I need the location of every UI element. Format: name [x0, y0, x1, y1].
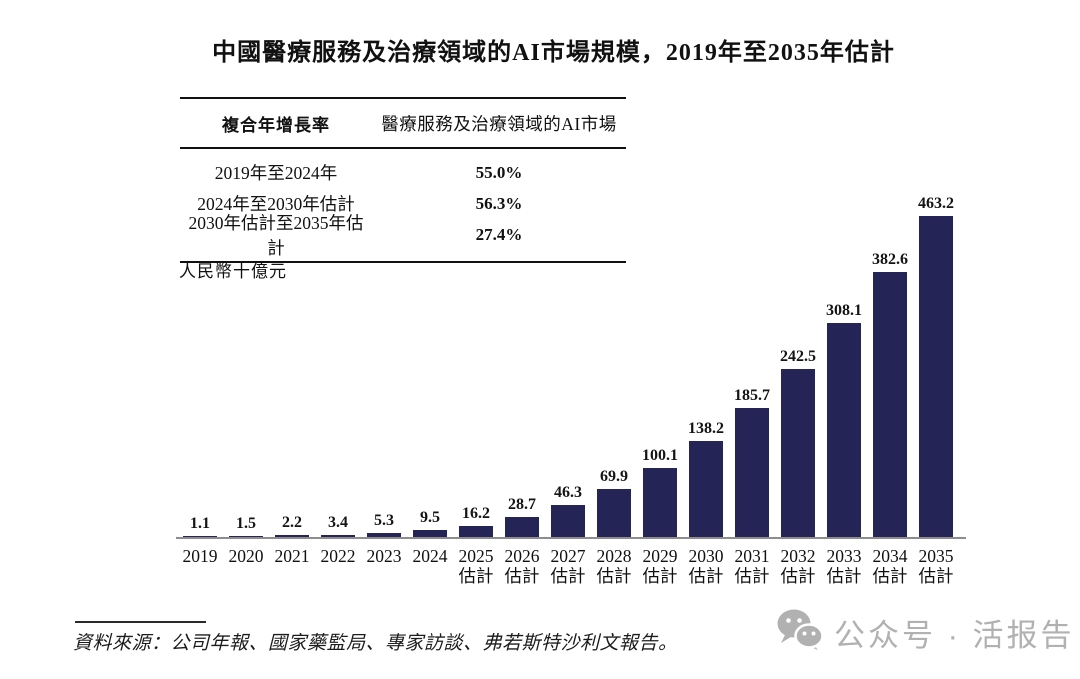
bar-group: 46.3 [545, 484, 591, 537]
x-tick-label: 2028 估計 [596, 546, 632, 586]
bar-group: 382.6 [867, 251, 913, 537]
bar-group: 9.5 [407, 509, 453, 537]
cagr-period: 2030年估計至2035年估計 [188, 212, 364, 258]
bar-group: 1.1 [177, 515, 223, 537]
x-tick-label: 2024 [412, 546, 448, 566]
table-row: 2024年至2030年估計 56.3% [180, 188, 626, 219]
x-tick-label: 2023 [366, 546, 402, 566]
bar [321, 535, 355, 537]
bar-value-label: 185.7 [734, 387, 770, 404]
cagr-table-body: 2019年至2024年 55.0% 2024年至2030年估計 56.3% 20… [180, 149, 626, 261]
x-tick-label: 2019 [182, 546, 218, 566]
table-row: 2030年估計至2035年估計 27.4% [180, 213, 626, 258]
bar-group: 3.4 [315, 514, 361, 537]
bar-value-label: 69.9 [600, 468, 628, 485]
cagr-value: 55.0% [475, 162, 523, 182]
bar-group: 2.2 [269, 514, 315, 537]
wechat-watermark: 公众号 · 活报告 [776, 608, 1075, 657]
bar-value-label: 242.5 [780, 348, 816, 365]
cagr-value: 27.4% [475, 224, 523, 244]
cagr-header-market: 醫療服務及治療領域的AI市場 [381, 113, 617, 134]
bar [505, 517, 539, 537]
page-title: 中國醫療服務及治療領域的AI市場規模，2019年至2035年估計 [212, 40, 895, 66]
bar-group: 28.7 [499, 496, 545, 537]
bar-group: 308.1 [821, 302, 867, 537]
cagr-table: 複合年增長率 醫療服務及治療領域的AI市場 2019年至2024年 55.0% … [180, 97, 626, 263]
chart-bars: 1.1 1.5 2.2 3.4 5.3 9.5 16.2 28.7 46.3 69.9 100.1 1… [177, 188, 959, 537]
cagr-period: 2019年至2024年 [214, 163, 338, 183]
chart-x-labels: 2019 2020 2021 2022 2023 2024 2025 估計 2026 估計 2027… [177, 546, 959, 586]
bar-value-label: 308.1 [826, 302, 862, 319]
bar [183, 536, 217, 537]
bar [689, 441, 723, 537]
bar [459, 526, 493, 537]
bar [827, 323, 861, 537]
x-tick-label: 2021 [274, 546, 310, 566]
wechat-icon [776, 608, 824, 657]
bar [735, 408, 769, 537]
cagr-period: 2024年至2030年估計 [197, 194, 355, 214]
bar-group: 242.5 [775, 348, 821, 537]
bar-value-label: 100.1 [642, 447, 678, 464]
bar [413, 530, 447, 537]
bar-group: 5.3 [361, 512, 407, 537]
bar-group: 185.7 [729, 387, 775, 537]
footnote-divider [75, 621, 206, 623]
x-tick-label: 2032 估計 [780, 546, 816, 586]
watermark-text: 公众号 · 活报告 [834, 618, 1075, 653]
x-tick-label: 2033 估計 [826, 546, 862, 586]
x-tick-label: 2025 估計 [458, 546, 494, 586]
bar-group: 138.2 [683, 420, 729, 537]
table-row: 2019年至2024年 55.0% [180, 157, 626, 188]
bar-value-label: 3.4 [328, 514, 348, 531]
bar-value-label: 2.2 [282, 514, 302, 531]
bar-value-label: 9.5 [420, 509, 440, 526]
x-tick-label: 2030 估計 [688, 546, 724, 586]
bar-group: 16.2 [453, 505, 499, 537]
bar-group: 69.9 [591, 468, 637, 537]
x-tick-label: 2026 估計 [504, 546, 540, 586]
bar [597, 489, 631, 537]
bar-group: 1.5 [223, 515, 269, 537]
bar [873, 272, 907, 537]
y-axis-unit-label: 人民幣十億元 [179, 262, 287, 281]
source-note: 資料來源：公司年報、國家藥監局、專家訪談、弗若斯特沙利文報告。 [73, 633, 678, 654]
bar-value-label: 28.7 [508, 496, 536, 513]
cagr-header-growth-rate: 複合年增長率 [222, 115, 330, 135]
bar-value-label: 1.1 [190, 515, 210, 532]
bar-value-label: 138.2 [688, 420, 724, 437]
bar [367, 533, 401, 537]
bar-value-label: 5.3 [374, 512, 394, 529]
bar [919, 216, 953, 537]
bar-value-label: 1.5 [236, 515, 256, 532]
cagr-value: 56.3% [475, 193, 523, 213]
bar [275, 535, 309, 537]
x-tick-label: 2034 估計 [872, 546, 908, 586]
cagr-table-header-row: 複合年增長率 醫療服務及治療領域的AI市場 [180, 99, 626, 149]
bar-value-label: 46.3 [554, 484, 582, 501]
bar [781, 369, 815, 537]
bar [229, 536, 263, 537]
x-tick-label: 2020 [228, 546, 264, 566]
x-tick-label: 2027 估計 [550, 546, 586, 586]
bar-group: 100.1 [637, 447, 683, 537]
x-tick-label: 2035 估計 [918, 546, 954, 586]
x-tick-label: 2029 估計 [642, 546, 678, 586]
x-tick-label: 2022 [320, 546, 356, 566]
bar-value-label: 16.2 [462, 505, 490, 522]
x-axis-line [176, 537, 966, 539]
bar [551, 505, 585, 537]
x-tick-label: 2031 估計 [734, 546, 770, 586]
bar [643, 468, 677, 537]
bar-group: 463.2 [913, 195, 959, 537]
bar-value-label: 463.2 [918, 195, 954, 212]
bar-value-label: 382.6 [872, 251, 908, 268]
